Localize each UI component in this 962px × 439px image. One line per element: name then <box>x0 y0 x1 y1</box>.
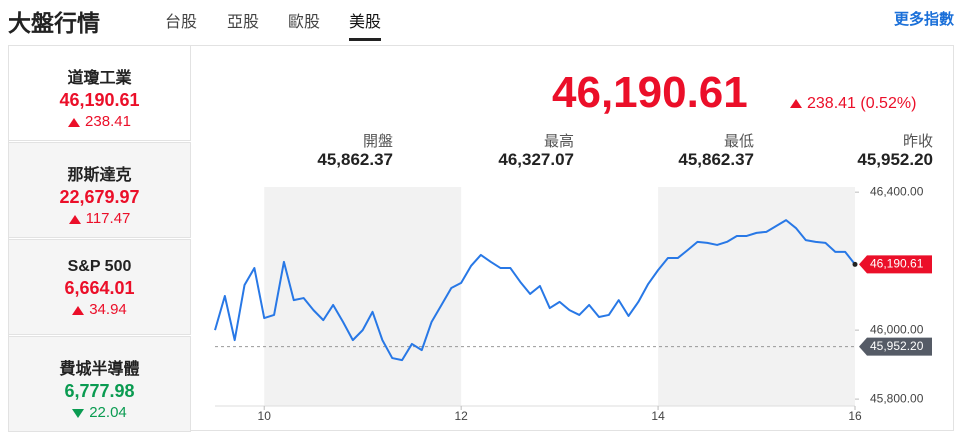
reference-tag-label: 45,952.20 <box>870 339 924 353</box>
index-item[interactable]: 那斯達克 22,679.97 117.47 <box>8 142 191 238</box>
x-tick-label: 16 <box>848 409 862 423</box>
page-title: 大盤行情 <box>8 10 100 36</box>
change-text: 117.47 <box>85 210 131 227</box>
index-name: 那斯達克 <box>67 167 132 184</box>
end-tag-box <box>859 255 932 274</box>
stat-label: 昨收 <box>902 133 933 150</box>
index-item[interactable]: 道瓊工業 46,190.61 238.41 <box>8 45 191 141</box>
reference-tag-box <box>859 337 932 356</box>
price-line <box>214 219 856 362</box>
x-tick-label: 14 <box>651 409 665 423</box>
more-link[interactable]: 更多指數 <box>893 11 954 28</box>
end-dot <box>852 261 858 267</box>
index-change: 22.04 <box>9 404 190 421</box>
x-tick-label: 10 <box>258 409 272 423</box>
price-change: 238.41 (0.52%) <box>790 95 916 113</box>
index-name: S&P 500 <box>67 258 132 275</box>
chart: 10 12 14 16 45,800.00 46,000.00 46,400.00 45,95… <box>214 184 932 423</box>
end-tag-label: 46,190.61 <box>870 257 924 271</box>
change-text: 34.94 <box>89 301 127 318</box>
stat-label: 開盤 <box>362 133 393 150</box>
change-text: 238.41 <box>85 113 131 130</box>
y-tick-label: 46,400.00 <box>870 184 924 198</box>
stat-label: 最高 <box>543 133 574 150</box>
change-text: 238.41 (0.52%) <box>807 95 917 112</box>
index-name: 費城半導體 <box>59 361 140 378</box>
y-tick-label: 45,800.00 <box>870 391 924 405</box>
tab[interactable]: 亞股 <box>227 14 260 31</box>
price: 46,190.61 <box>552 68 748 117</box>
frame <box>8 45 954 431</box>
index-value: 46,190.61 <box>59 90 140 110</box>
shade-band <box>264 187 462 406</box>
x-tick-label: 12 <box>454 409 468 423</box>
index-value: 6,777.98 <box>64 381 135 401</box>
index-change: 238.41 <box>9 113 190 130</box>
change-text: 22.04 <box>89 404 127 421</box>
index-item[interactable]: 費城半導體 6,777.98 22.04 <box>8 336 191 432</box>
stat-value: 45,952.20 <box>857 150 933 169</box>
stat-label: 最低 <box>723 133 754 150</box>
stat-value: 46,327.07 <box>498 150 574 169</box>
index-value: 22,679.97 <box>59 187 140 207</box>
index-change: 117.47 <box>9 210 190 227</box>
index-value: 6,664.01 <box>64 278 135 298</box>
index-change: 34.94 <box>9 301 190 318</box>
tab[interactable]: 美股 <box>349 8 382 41</box>
index-item[interactable]: S&P 500 6,664.01 34.94 <box>8 239 191 335</box>
stat-value: 45,862.37 <box>317 150 393 169</box>
y-tick-label: 46,000.00 <box>870 322 924 336</box>
tab[interactable]: 歐股 <box>288 14 321 31</box>
stat-value: 45,862.37 <box>678 150 754 169</box>
tab[interactable]: 台股 <box>165 14 198 31</box>
shade-band <box>658 187 855 406</box>
index-name: 道瓊工業 <box>67 70 132 87</box>
